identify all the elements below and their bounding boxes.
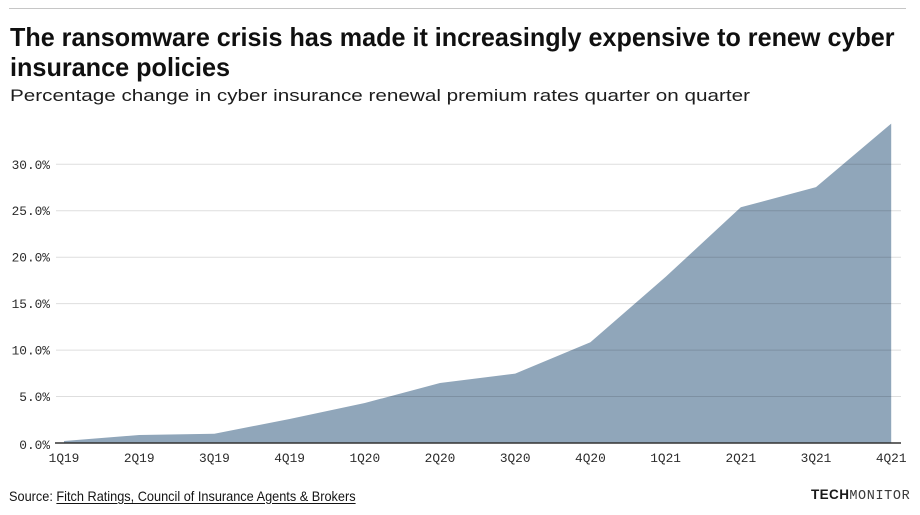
svg-text:4Q21: 4Q21 bbox=[876, 451, 907, 466]
svg-text:25.0%: 25.0% bbox=[12, 204, 51, 219]
svg-text:3Q19: 3Q19 bbox=[199, 451, 230, 466]
svg-text:4Q19: 4Q19 bbox=[274, 451, 305, 466]
svg-text:2Q20: 2Q20 bbox=[425, 451, 456, 466]
svg-text:15.0%: 15.0% bbox=[12, 297, 51, 312]
svg-text:20.0%: 20.0% bbox=[12, 251, 51, 266]
svg-text:1Q20: 1Q20 bbox=[349, 451, 380, 466]
svg-text:2Q19: 2Q19 bbox=[124, 451, 155, 466]
svg-text:10.0%: 10.0% bbox=[12, 344, 51, 359]
svg-text:1Q19: 1Q19 bbox=[49, 451, 80, 466]
svg-text:4Q20: 4Q20 bbox=[575, 451, 606, 466]
svg-text:2Q21: 2Q21 bbox=[725, 451, 756, 466]
svg-text:3Q20: 3Q20 bbox=[500, 451, 531, 466]
svg-text:0.0%: 0.0% bbox=[19, 438, 50, 453]
svg-text:5.0%: 5.0% bbox=[19, 390, 50, 405]
svg-text:30.0%: 30.0% bbox=[12, 158, 51, 173]
svg-text:3Q21: 3Q21 bbox=[801, 451, 832, 466]
svg-text:1Q21: 1Q21 bbox=[650, 451, 681, 466]
